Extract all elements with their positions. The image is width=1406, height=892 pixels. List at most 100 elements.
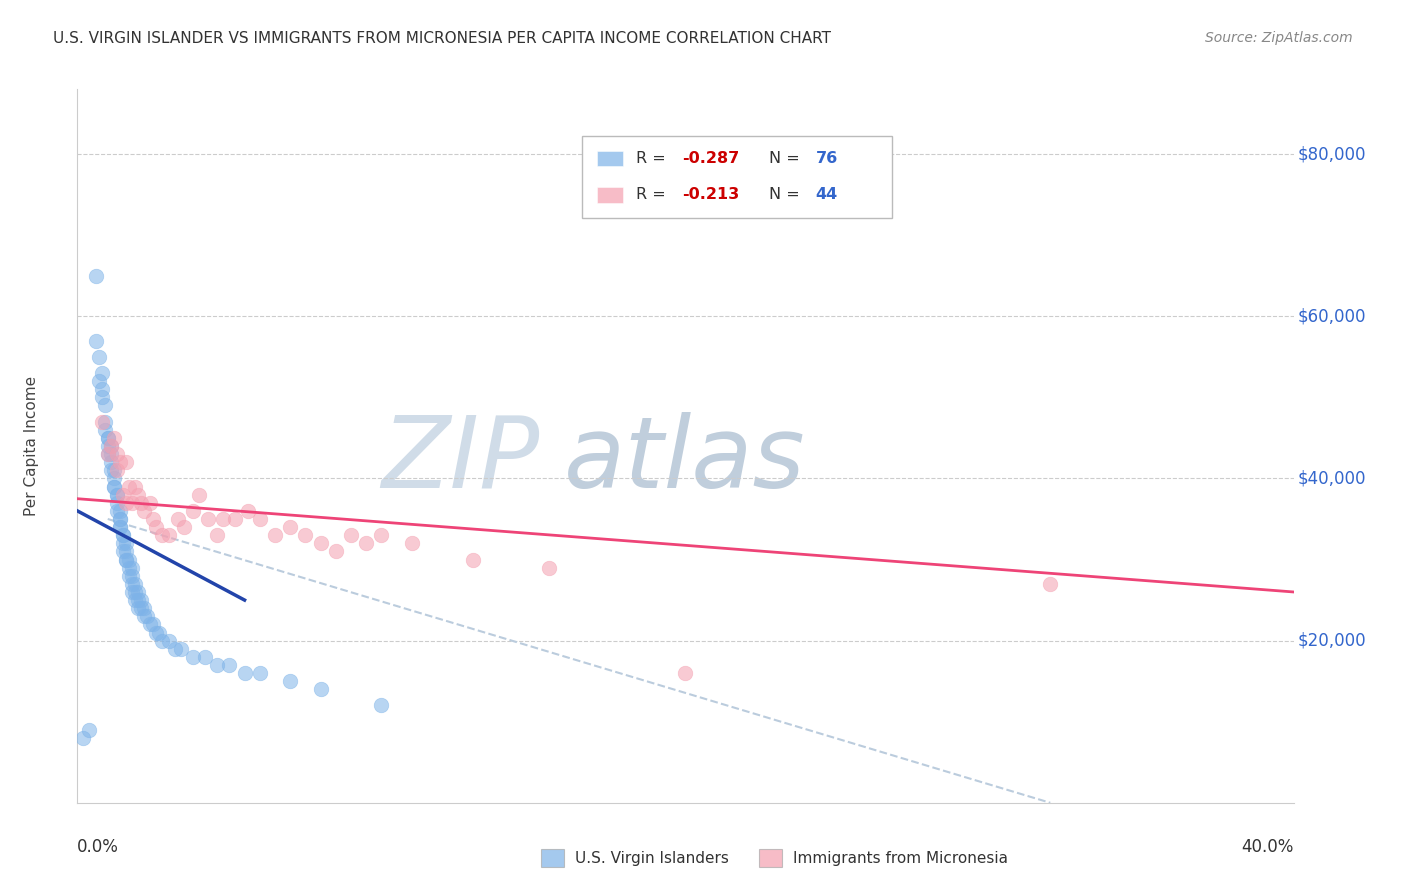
Point	[111, 528, 134, 542]
Point	[325, 544, 347, 558]
Point	[87, 374, 110, 388]
Point	[111, 544, 134, 558]
Point	[115, 552, 138, 566]
Point	[249, 666, 271, 681]
Text: R =: R =	[636, 151, 671, 166]
Point	[124, 593, 146, 607]
Point	[93, 399, 115, 413]
Point	[188, 488, 211, 502]
Point	[103, 471, 125, 485]
Point	[103, 431, 125, 445]
Point	[173, 520, 195, 534]
Point	[197, 512, 219, 526]
Point	[90, 382, 112, 396]
Point	[129, 601, 152, 615]
Text: $40,000: $40,000	[1298, 469, 1365, 487]
Point	[127, 488, 149, 502]
Point	[108, 455, 131, 469]
Point	[170, 641, 193, 656]
Point	[108, 512, 131, 526]
Bar	[596, 186, 623, 202]
Point	[401, 536, 423, 550]
Text: atlas: atlas	[564, 412, 806, 508]
Point	[84, 268, 107, 283]
Point	[103, 479, 125, 493]
Point	[90, 415, 112, 429]
Point	[127, 601, 149, 615]
Point	[134, 601, 156, 615]
Point	[134, 504, 156, 518]
Point	[124, 479, 146, 493]
Text: Immigrants from Micronesia: Immigrants from Micronesia	[793, 851, 1008, 865]
Point	[370, 698, 392, 713]
Point	[115, 552, 138, 566]
Point	[103, 463, 125, 477]
Point	[108, 520, 131, 534]
Point	[103, 479, 125, 493]
Point	[537, 560, 560, 574]
Point	[152, 528, 174, 542]
Point	[249, 512, 271, 526]
Text: N =: N =	[769, 151, 806, 166]
Point	[108, 504, 131, 518]
Point	[97, 439, 120, 453]
Point	[675, 666, 697, 681]
Point	[105, 463, 128, 477]
Point	[127, 593, 149, 607]
Point	[370, 528, 392, 542]
Point	[152, 633, 174, 648]
Point	[111, 528, 134, 542]
Point	[72, 731, 94, 745]
Point	[157, 633, 180, 648]
Point	[97, 431, 120, 445]
Point	[93, 415, 115, 429]
Point	[84, 334, 107, 348]
Point	[139, 496, 162, 510]
Point	[145, 520, 167, 534]
Point	[118, 560, 141, 574]
Point	[115, 496, 138, 510]
Text: 44: 44	[815, 187, 838, 202]
Point	[108, 512, 131, 526]
Point	[264, 528, 287, 542]
Point	[105, 504, 128, 518]
Point	[121, 585, 143, 599]
Point	[111, 536, 134, 550]
Point	[97, 431, 120, 445]
Point	[108, 520, 131, 534]
Point	[79, 723, 101, 737]
Text: $80,000: $80,000	[1298, 145, 1365, 163]
Point	[118, 568, 141, 582]
Text: -0.287: -0.287	[682, 151, 740, 166]
Point	[148, 625, 170, 640]
Point	[100, 455, 122, 469]
Point	[90, 366, 112, 380]
Point	[1039, 577, 1062, 591]
Point	[121, 577, 143, 591]
Point	[115, 455, 138, 469]
Point	[139, 617, 162, 632]
Point	[97, 447, 120, 461]
Point	[118, 552, 141, 566]
Point	[100, 447, 122, 461]
Point	[111, 488, 134, 502]
Text: 76: 76	[815, 151, 838, 166]
Point	[100, 463, 122, 477]
Point	[354, 536, 377, 550]
FancyBboxPatch shape	[582, 136, 893, 218]
Point	[100, 439, 122, 453]
Point	[100, 439, 122, 453]
Point	[166, 512, 188, 526]
Point	[461, 552, 484, 566]
Point	[294, 528, 316, 542]
Point	[105, 488, 128, 502]
Text: $60,000: $60,000	[1298, 307, 1365, 326]
Point	[115, 544, 138, 558]
Point	[205, 657, 228, 672]
Point	[90, 390, 112, 404]
Point	[233, 666, 256, 681]
Point	[157, 528, 180, 542]
Text: R =: R =	[636, 187, 671, 202]
Text: N =: N =	[769, 187, 806, 202]
Point	[163, 641, 186, 656]
